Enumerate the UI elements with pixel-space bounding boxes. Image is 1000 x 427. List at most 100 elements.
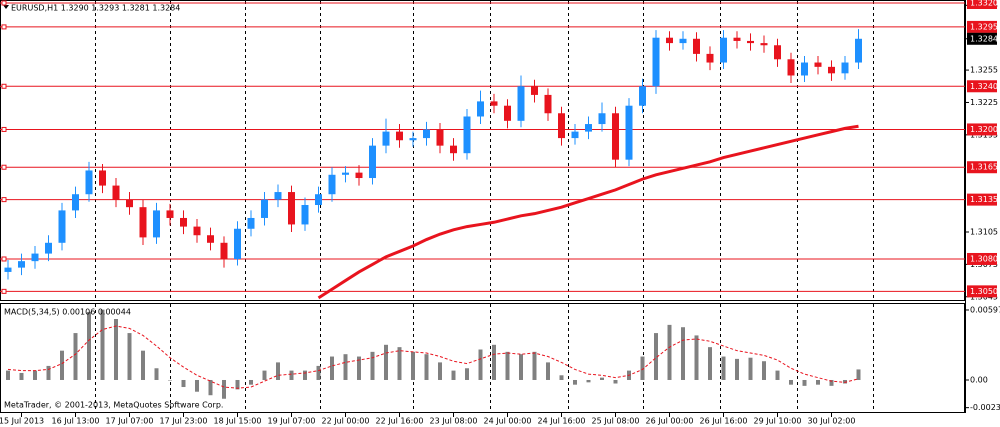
level-handle <box>1 126 7 132</box>
x-tick-label: 17 Jul 23:00 <box>160 417 208 426</box>
candle-body <box>598 113 606 125</box>
macd-bar <box>600 377 604 380</box>
candle-body <box>558 113 565 139</box>
y-tick-label: 1.3105 <box>970 227 998 236</box>
macd-bar <box>87 311 91 380</box>
candle-body <box>423 129 430 139</box>
macd-bar <box>249 379 253 385</box>
candle-body <box>517 86 525 121</box>
macd-bar <box>154 368 159 380</box>
candle-body <box>274 192 282 200</box>
candle-body <box>787 59 795 76</box>
macd-bar <box>802 379 807 386</box>
macd-bar <box>222 379 226 399</box>
candle-body <box>45 242 52 254</box>
candle-body <box>342 172 349 175</box>
x-tick-label: 22 Jul 00:00 <box>322 417 370 426</box>
candle-body <box>814 62 822 67</box>
y-tick-label: 0.00 <box>970 375 988 384</box>
candle-body <box>841 62 849 74</box>
macd-bar <box>573 379 577 385</box>
macd-bar <box>843 379 847 384</box>
macd-bar <box>100 309 105 380</box>
candle-body <box>301 205 309 225</box>
macd-bar <box>546 362 550 380</box>
y-tick-label: -0.00236 <box>970 403 1000 412</box>
macd-bar <box>829 379 834 386</box>
y-tick-label: 1.3255 <box>970 66 998 75</box>
candle-body <box>450 145 457 154</box>
current-price-label: 1.3284 <box>970 34 998 43</box>
macd-bar <box>303 370 307 380</box>
macd-bar <box>748 357 753 380</box>
candle-body <box>625 105 633 160</box>
macd-bar <box>654 333 658 380</box>
candle-body <box>328 174 336 195</box>
macd-bar <box>775 370 780 380</box>
macd-bar <box>492 344 496 380</box>
candle-body <box>153 210 160 238</box>
x-tick-label: 17 Jul 07:00 <box>106 417 154 426</box>
candle-body <box>544 94 552 114</box>
candle-body <box>112 185 120 200</box>
x-tick-label: 25 Jul 08:00 <box>592 417 640 426</box>
macd-panel <box>0 303 965 413</box>
candle-body <box>315 194 322 206</box>
macd-bar <box>532 351 537 380</box>
x-tick-label: 26 Jul 00:00 <box>646 417 694 426</box>
candle-body <box>369 145 376 179</box>
candle-body <box>207 235 214 243</box>
macd-bar <box>289 370 294 380</box>
level-handle <box>1 197 7 203</box>
x-tick-label: 30 Jul 02:00 <box>808 417 856 426</box>
macd-bar <box>519 354 523 380</box>
macd-bar <box>762 361 766 380</box>
candle-body <box>85 170 93 195</box>
current-price-box <box>967 32 997 45</box>
level-box <box>967 193 997 206</box>
macd-bar <box>559 375 564 380</box>
candle-body <box>4 267 12 272</box>
candle-body <box>436 129 444 146</box>
candle-body <box>247 217 255 229</box>
level-box <box>967 80 997 93</box>
x-tick-label: 24 Jul 16:00 <box>538 417 586 426</box>
macd-bar <box>424 354 429 380</box>
candle-body <box>531 86 538 95</box>
candle-body <box>490 101 498 106</box>
candle-body <box>288 192 295 225</box>
macd-bar <box>586 379 591 383</box>
footer: MetaTrader, © 2001-2013, MetaQuotes Soft… <box>4 401 223 410</box>
macd-bar <box>235 379 240 390</box>
candle-body <box>652 37 660 87</box>
candle-body <box>193 226 201 236</box>
candle-body <box>166 210 174 218</box>
level-handle <box>1 83 7 89</box>
macd-bar <box>667 324 672 380</box>
macd-bar <box>721 356 726 380</box>
candle-body <box>31 253 39 262</box>
level-handle <box>1 0 7 6</box>
candle-body <box>504 105 511 121</box>
x-tick-label: 26 Jul 16:00 <box>700 417 748 426</box>
candle-body <box>409 138 417 141</box>
macd-bar <box>6 370 10 380</box>
level-label: 1.3240 <box>970 82 998 91</box>
macd-bar <box>208 379 213 396</box>
candle-body <box>801 62 808 76</box>
macd-bar <box>640 356 645 380</box>
price-panel <box>0 0 965 301</box>
level-box <box>967 0 997 9</box>
signal-line <box>7 325 859 389</box>
macd-bar <box>384 344 388 380</box>
candle-body <box>139 207 147 238</box>
macd-bar <box>438 362 442 380</box>
macd-bar <box>141 350 145 380</box>
level-handle <box>1 256 7 262</box>
candle-body <box>58 210 66 243</box>
macd-bar <box>735 358 739 380</box>
level-label: 1.3320 <box>970 0 998 8</box>
candle-body <box>463 116 471 154</box>
